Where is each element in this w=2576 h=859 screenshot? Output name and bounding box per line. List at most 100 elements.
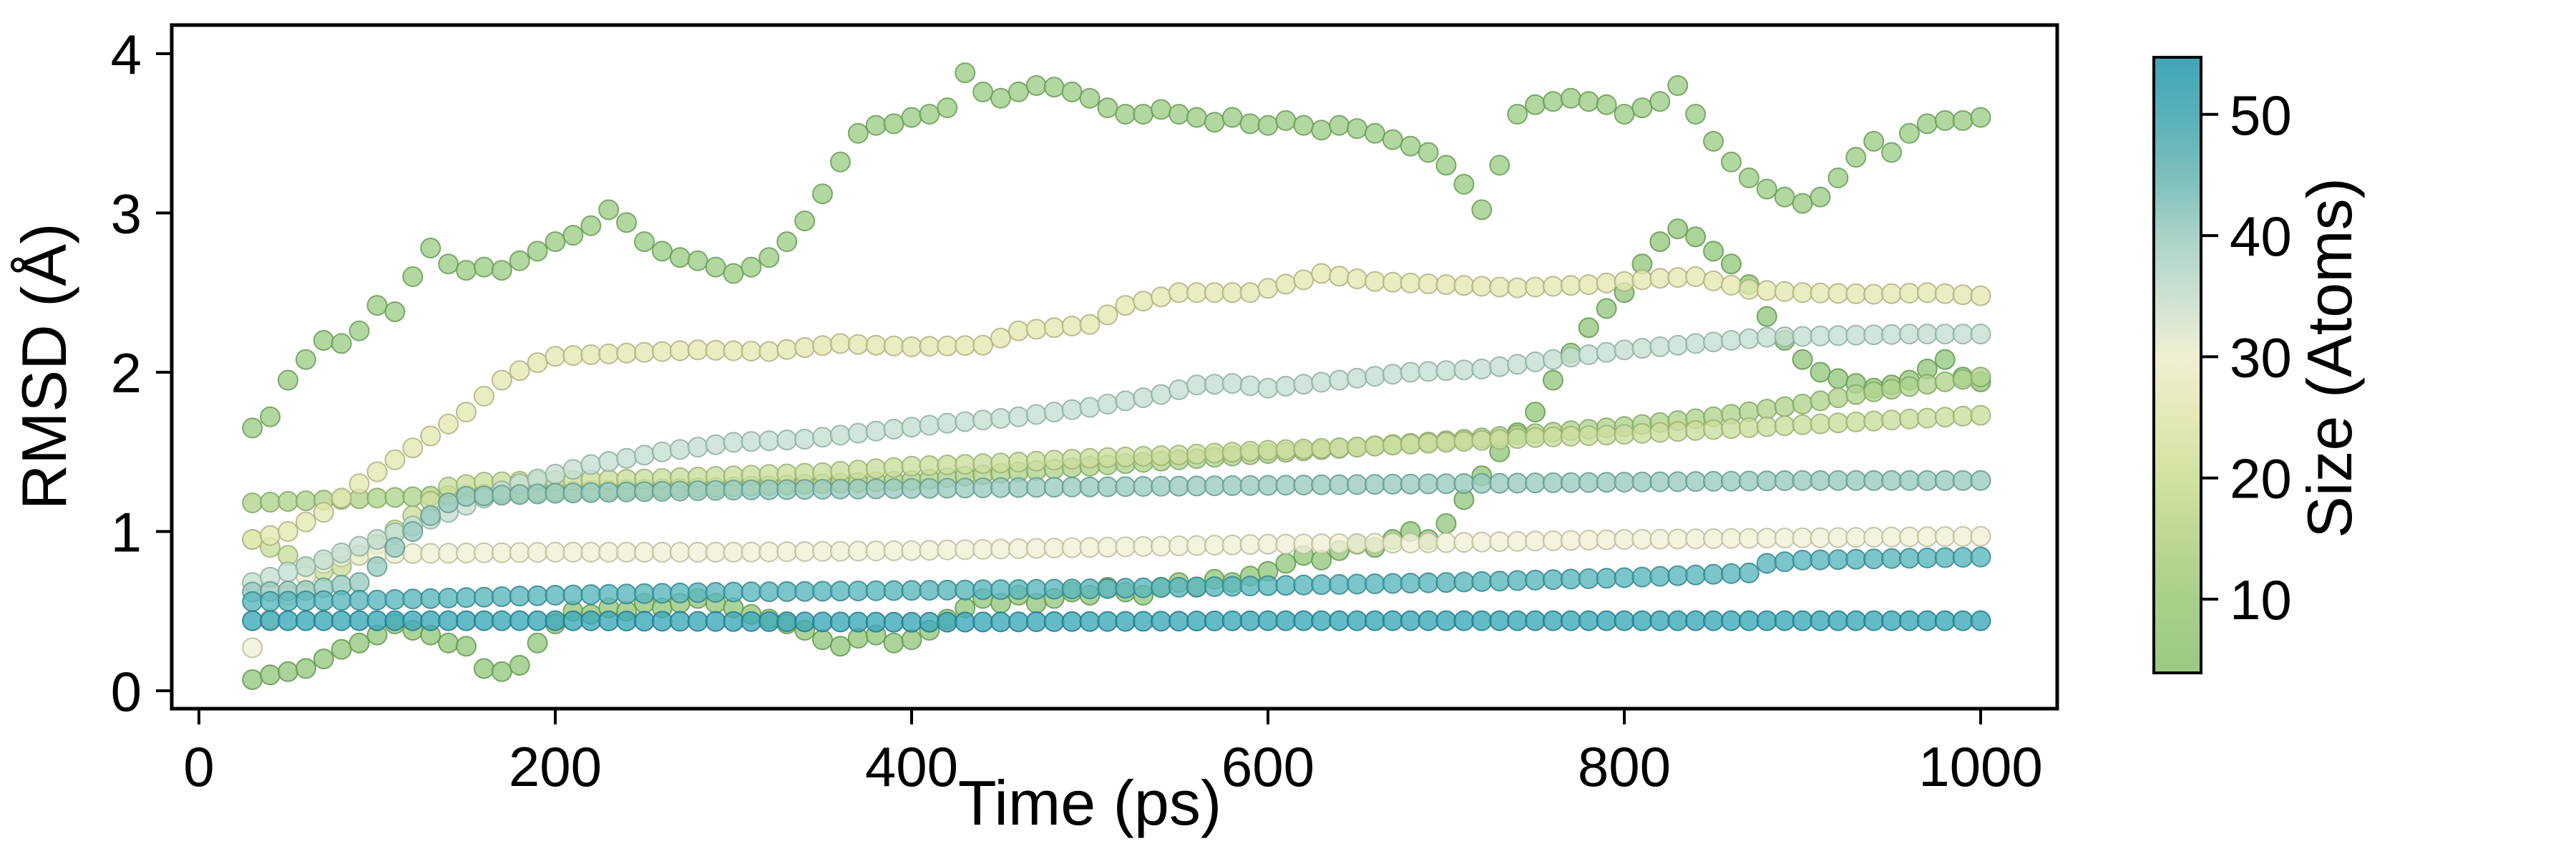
data-point — [1828, 470, 1849, 491]
data-point — [527, 542, 548, 563]
data-point — [509, 654, 530, 676]
data-point — [545, 463, 566, 485]
data-point — [1079, 314, 1101, 335]
data-point — [741, 341, 762, 361]
data-point — [456, 402, 477, 423]
data-point — [1400, 434, 1421, 455]
data-point — [1774, 551, 1795, 573]
data-point — [260, 591, 281, 612]
data-point — [1596, 272, 1617, 293]
data-point — [1382, 610, 1403, 631]
data-point — [883, 540, 904, 561]
data-point — [1863, 548, 1885, 570]
data-point — [509, 484, 530, 505]
x-axis-title: Time (ps) — [958, 767, 1221, 838]
data-point — [1169, 379, 1189, 400]
x-tick-label: 400 — [865, 735, 958, 798]
data-point — [972, 477, 994, 498]
data-point — [669, 541, 691, 563]
data-point — [1685, 528, 1707, 550]
data-point — [919, 414, 940, 436]
data-point — [1685, 419, 1707, 441]
data-point — [1025, 578, 1047, 600]
data-point — [1275, 610, 1297, 631]
data-point — [1418, 532, 1439, 553]
data-point — [919, 477, 940, 499]
data-point — [1631, 422, 1653, 444]
data-point — [812, 611, 833, 633]
data-point — [384, 487, 406, 508]
data-point — [1489, 356, 1511, 377]
data-point — [1133, 291, 1154, 312]
data-point — [634, 583, 655, 604]
data-point — [1756, 326, 1777, 348]
data-point — [812, 183, 833, 205]
data-point — [1275, 553, 1297, 574]
data-point — [1685, 266, 1707, 287]
data-point — [1347, 533, 1367, 554]
data-point — [687, 582, 708, 603]
data-point — [384, 449, 406, 470]
data-point — [1186, 374, 1207, 396]
data-point — [295, 511, 316, 533]
data-point — [847, 540, 869, 562]
data-point — [1898, 610, 1920, 631]
data-point — [1649, 268, 1671, 289]
data-point — [1311, 437, 1332, 459]
data-point — [741, 611, 762, 632]
data-point — [901, 540, 922, 561]
data-point — [1169, 611, 1189, 632]
data-point — [1720, 528, 1742, 549]
data-point — [509, 610, 530, 631]
data-point — [990, 452, 1011, 474]
data-point — [545, 346, 566, 367]
data-point — [1043, 578, 1065, 600]
data-point — [723, 480, 744, 501]
data-point — [937, 412, 958, 434]
data-point — [883, 335, 904, 356]
data-point — [402, 437, 424, 459]
data-point — [1738, 168, 1760, 188]
data-point — [1934, 526, 1956, 548]
data-point — [955, 539, 976, 560]
data-point — [919, 104, 940, 125]
data-point — [1970, 107, 1991, 128]
data-point — [438, 543, 459, 564]
data-point — [1667, 267, 1689, 288]
y-tick-label: 4 — [111, 23, 142, 86]
data-point — [562, 345, 584, 367]
x-tick-label: 0 — [183, 735, 214, 798]
data-point — [456, 486, 477, 507]
data-point — [1685, 610, 1707, 631]
data-point — [1329, 573, 1350, 595]
data-point — [562, 584, 584, 606]
data-point — [1667, 471, 1689, 492]
data-point — [366, 556, 388, 577]
data-point — [509, 586, 530, 607]
data-point — [598, 583, 620, 605]
data-point — [1542, 610, 1563, 631]
data-point — [1169, 282, 1189, 304]
data-point — [1756, 528, 1777, 549]
data-point — [1934, 283, 1956, 304]
data-point — [901, 417, 922, 438]
colorbar-tick-label: 20 — [2230, 447, 2292, 510]
data-point — [990, 87, 1011, 109]
data-point — [723, 611, 744, 632]
data-point — [1720, 610, 1742, 631]
data-point — [1792, 414, 1813, 435]
data-point — [1525, 351, 1546, 372]
data-point — [1043, 77, 1065, 98]
data-point — [1970, 367, 1991, 388]
data-point — [562, 459, 584, 480]
data-point — [1400, 610, 1421, 631]
data-point — [1382, 435, 1403, 456]
data-point — [1934, 349, 1956, 370]
data-point — [1364, 435, 1385, 457]
data-point — [366, 295, 388, 316]
data-point — [1810, 361, 1831, 383]
data-point — [260, 492, 281, 513]
data-point — [1418, 610, 1439, 631]
data-point — [1703, 563, 1724, 585]
data-point — [1347, 610, 1367, 631]
